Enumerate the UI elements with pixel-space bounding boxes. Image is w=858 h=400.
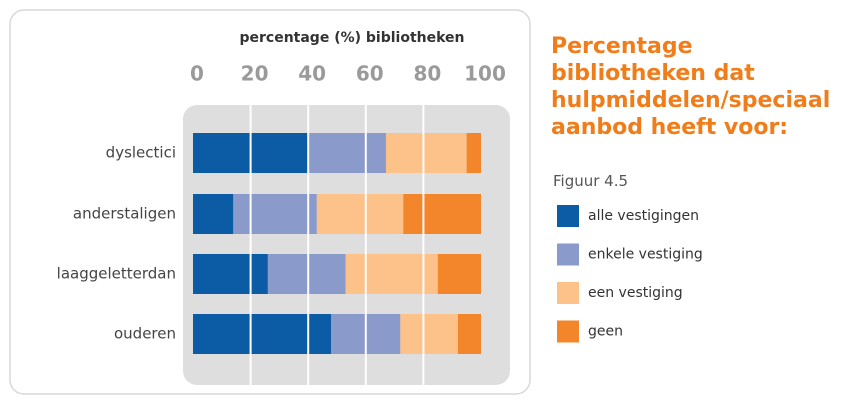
legend-swatch xyxy=(557,282,579,304)
x-tick-label: 100 xyxy=(464,62,506,86)
bar-segment xyxy=(308,133,386,173)
x-tick-label: 20 xyxy=(241,62,269,86)
bar-segment xyxy=(403,194,481,234)
category-label: dyslectici xyxy=(106,144,176,162)
bar-segment xyxy=(437,254,481,294)
bar-segment xyxy=(193,254,268,294)
legend-label: een vestiging xyxy=(588,285,683,301)
bar-segment xyxy=(457,314,481,354)
bar-segment xyxy=(267,254,346,294)
bar-segment xyxy=(385,133,467,173)
bar-segment xyxy=(400,314,458,354)
chart-title: Percentage bibliotheken dat hulpmiddelen… xyxy=(551,34,831,140)
legend-label: alle vestigingen xyxy=(588,208,699,224)
bar-segment xyxy=(193,314,332,354)
x-tick-label: 0 xyxy=(190,62,204,86)
axis-title: percentage (%) bibliotheken xyxy=(239,30,464,46)
x-tick-label: 60 xyxy=(356,62,384,86)
category-label: anderstaligen xyxy=(73,205,176,223)
legend-swatch xyxy=(557,320,579,343)
legend-label: enkele vestiging xyxy=(588,247,703,263)
category-label: laaggeletterdan xyxy=(57,265,176,283)
x-tick-label: 80 xyxy=(413,62,441,86)
category-label: ouderen xyxy=(114,325,176,343)
legend-swatch xyxy=(557,205,579,227)
bar-segment xyxy=(233,194,317,234)
x-tick-label: 40 xyxy=(298,62,326,86)
bar-segment xyxy=(316,194,404,234)
bar-segment xyxy=(466,133,481,173)
bar-segment xyxy=(193,194,234,234)
legend-swatch xyxy=(557,243,579,266)
legend-label: geen xyxy=(588,324,623,340)
chart-subtitle: Figuur 4.5 xyxy=(553,172,629,190)
